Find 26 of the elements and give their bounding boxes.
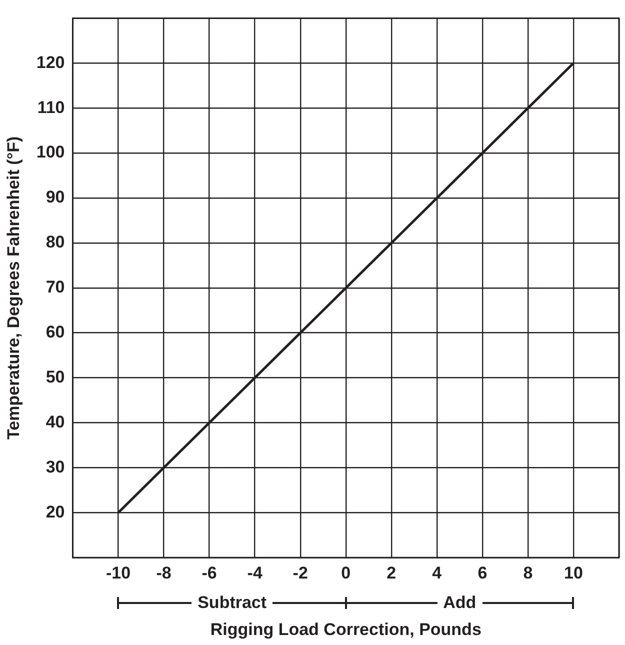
y-tick-label: 50 [46, 367, 65, 386]
y-tick-label: 100 [36, 142, 65, 162]
x-axis-title: Rigging Load Correction, Pounds [210, 620, 482, 640]
x-tick-label: 0 [341, 563, 351, 582]
x-tick-label: -10 [106, 563, 131, 582]
y-tick-label: 80 [46, 232, 65, 252]
x-tick-label: 6 [478, 563, 488, 582]
y-tick-label: 40 [46, 412, 65, 432]
x-tick-label: 4 [432, 563, 442, 582]
x-tick-label: -2 [292, 563, 308, 582]
x-tick-label: 10 [564, 563, 583, 582]
y-axis-title: Temperature, Degrees Fahrenheit (°F) [4, 136, 23, 440]
x-tick-label: -4 [247, 563, 263, 582]
x-tick-label: 2 [386, 563, 396, 582]
x-tick-label: 8 [523, 563, 533, 582]
x-tick-label: -8 [156, 563, 172, 582]
text: Subtract [192, 593, 273, 613]
y-tick-label: 70 [46, 278, 65, 297]
text: Add [437, 593, 482, 613]
y-tick-label: 20 [46, 502, 65, 522]
y-tick-label: 120 [36, 52, 65, 72]
y-tick-label: 90 [46, 188, 65, 207]
x-tick-label: -6 [202, 563, 217, 582]
y-tick-label: 30 [46, 457, 65, 476]
y-tick-label: 60 [46, 322, 65, 342]
y-tick-label: 110 [37, 98, 65, 117]
